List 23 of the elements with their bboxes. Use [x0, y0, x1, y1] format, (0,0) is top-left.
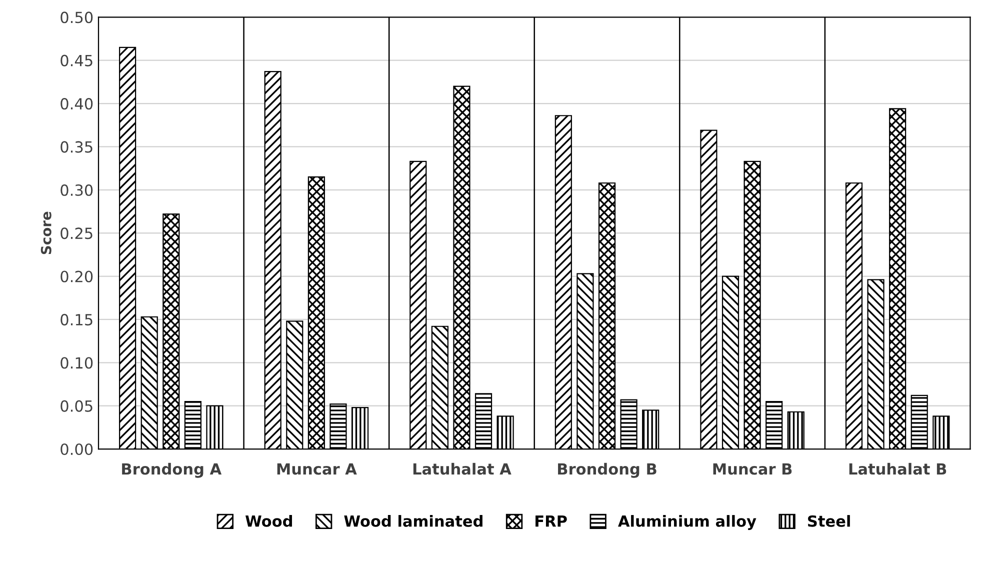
y-tick-label: 0.30 — [60, 184, 93, 196]
y-tick-label: 0.50 — [60, 12, 93, 24]
y-tick-label: 0.10 — [60, 357, 93, 369]
legend-label: FRP — [536, 516, 567, 527]
x-tick-label: Brondong A — [122, 462, 222, 478]
y-axis-title: Score — [40, 212, 52, 254]
y-tick-label: 0.25 — [60, 228, 92, 240]
y-tick-label: 0.45 — [60, 54, 92, 66]
legend-label: Wood laminated — [344, 515, 482, 527]
y-tick-label: 0.15 — [60, 314, 92, 326]
x-tick-label: Latuhalat B — [849, 462, 946, 475]
y-tick-label: 0.40 — [60, 98, 93, 110]
y-tick-label: 0.00 — [60, 443, 93, 456]
y-tick-label: 0.35 — [60, 141, 92, 153]
x-tick-label: Muncar B — [713, 463, 792, 475]
legend-label: Aluminium alloy — [618, 515, 756, 530]
legend-label: Steel — [808, 515, 850, 527]
x-tick-label: Brondong B — [558, 462, 656, 478]
x-tick-label: Latuhalat A — [413, 462, 512, 475]
y-tick-label: 0.20 — [60, 270, 93, 282]
y-tick-label: 0.05 — [60, 400, 92, 412]
legend-label: Wood — [245, 515, 292, 527]
x-tick-label: Muncar A — [277, 463, 357, 475]
